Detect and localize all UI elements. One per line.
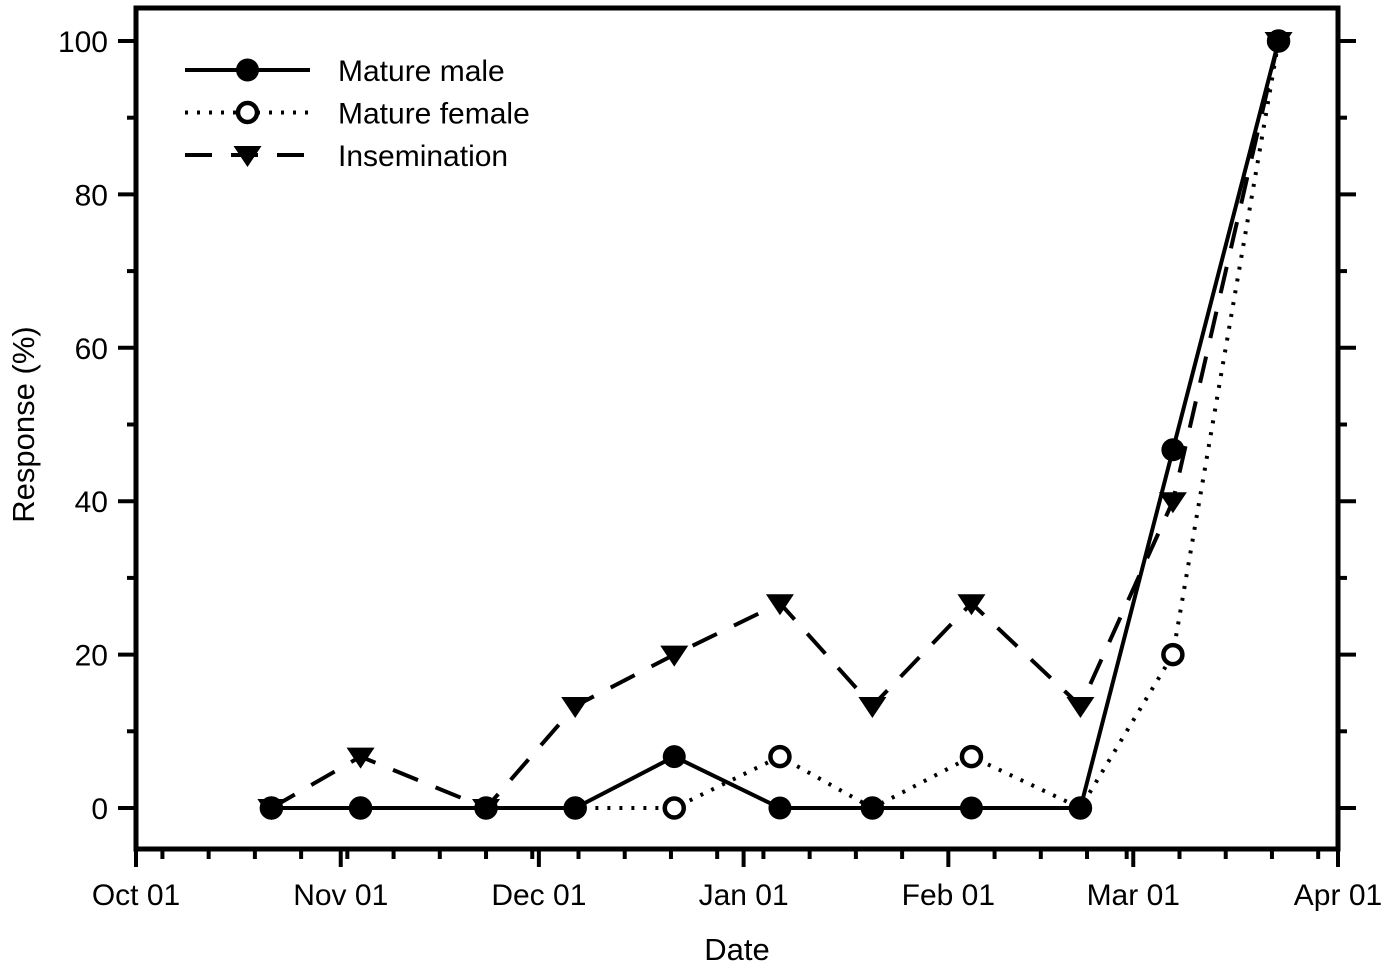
x-tick-label: Jan 01 (699, 879, 789, 912)
legend-label: Mature female (338, 98, 530, 131)
x-tick-label: Dec 01 (491, 879, 586, 912)
legend-label: Insemination (338, 140, 508, 173)
y-tick-label: 60 (75, 333, 108, 366)
filled-triangle-down-marker (957, 594, 986, 616)
filled-triangle-down-marker (233, 146, 262, 167)
filled-triangle-down-marker (1158, 492, 1187, 514)
x-axis-title: Date (704, 932, 769, 967)
open-circle-marker (235, 100, 260, 125)
filled-triangle-down-marker (765, 594, 794, 616)
x-tick-label: Feb 01 (902, 879, 995, 912)
filled-triangle-down-marker (346, 747, 375, 769)
filled-circle-marker (662, 745, 686, 769)
y-axis: 0 20 40 60 80 100 (58, 26, 1356, 826)
filled-triangle-down-marker (561, 696, 590, 718)
filled-circle-marker (349, 796, 373, 820)
y-tick-label: 40 (75, 486, 108, 519)
x-axis: Oct 01 Nov 01 Dec 01 Jan 01 Feb 01 Mar 01 Apr … (92, 849, 1382, 912)
filled-circle-marker (768, 796, 792, 820)
x-tick-label: Apr 01 (1294, 879, 1382, 912)
filled-circle-marker (236, 58, 259, 82)
filled-circle-marker (959, 796, 983, 820)
x-tick-label: Nov 01 (293, 879, 388, 912)
open-circle-marker (959, 744, 984, 769)
legend: Mature male Mature female Insemination (185, 55, 530, 173)
legend-item-insemination: Insemination (185, 140, 508, 173)
filled-circle-marker (1068, 796, 1092, 820)
legend-item-mature-female: Mature female (185, 98, 530, 131)
x-tick-label: Mar 01 (1087, 879, 1180, 912)
y-tick-label: 80 (75, 179, 108, 212)
filled-triangle-down-marker (1066, 696, 1095, 718)
y-tick-label: 0 (91, 793, 108, 826)
filled-circle-marker (1161, 438, 1185, 462)
legend-item-mature-male: Mature male (185, 55, 505, 88)
open-circle-marker (1161, 642, 1185, 667)
legend-label: Mature male (338, 55, 505, 88)
filled-circle-marker (259, 796, 283, 820)
filled-triangle-down-marker (660, 645, 689, 667)
open-circle-marker (768, 744, 792, 769)
y-axis-title: Response (%) (6, 326, 41, 522)
plot-frame (133, 5, 1341, 852)
filled-circle-marker (563, 796, 587, 820)
y-tick-label: 100 (58, 26, 108, 59)
filled-circle-marker (860, 796, 884, 820)
x-tick-label: Oct 01 (92, 879, 180, 912)
filled-circle-marker (474, 796, 498, 820)
filled-circle-marker (1267, 29, 1291, 53)
open-circle-marker (662, 796, 687, 820)
series-mature-male (259, 29, 1291, 820)
filled-triangle-down-marker (858, 696, 887, 718)
y-tick-label: 20 (75, 640, 108, 673)
